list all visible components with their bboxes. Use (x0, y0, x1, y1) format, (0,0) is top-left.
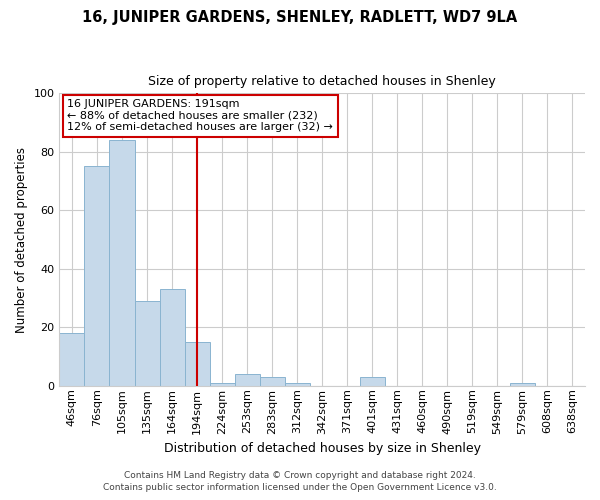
Bar (235, 374, 260, 386)
Bar (185, 342, 209, 386)
Text: Contains HM Land Registry data © Crown copyright and database right 2024.
Contai: Contains HM Land Registry data © Crown c… (103, 471, 497, 492)
Bar (85, 166, 109, 386)
Bar (59, 333, 85, 386)
Y-axis label: Number of detached properties: Number of detached properties (15, 146, 28, 332)
Text: 16 JUNIPER GARDENS: 191sqm
← 88% of detached houses are smaller (232)
12% of sem: 16 JUNIPER GARDENS: 191sqm ← 88% of deta… (67, 99, 333, 132)
Bar (284, 383, 310, 386)
Bar (260, 377, 284, 386)
Text: 16, JUNIPER GARDENS, SHENLEY, RADLETT, WD7 9LA: 16, JUNIPER GARDENS, SHENLEY, RADLETT, W… (82, 10, 518, 25)
Title: Size of property relative to detached houses in Shenley: Size of property relative to detached ho… (148, 75, 496, 88)
Bar (360, 377, 385, 386)
X-axis label: Distribution of detached houses by size in Shenley: Distribution of detached houses by size … (164, 442, 481, 455)
Bar (109, 140, 134, 386)
Bar (510, 383, 535, 386)
Bar (134, 301, 160, 386)
Bar (160, 290, 185, 386)
Bar (209, 383, 235, 386)
